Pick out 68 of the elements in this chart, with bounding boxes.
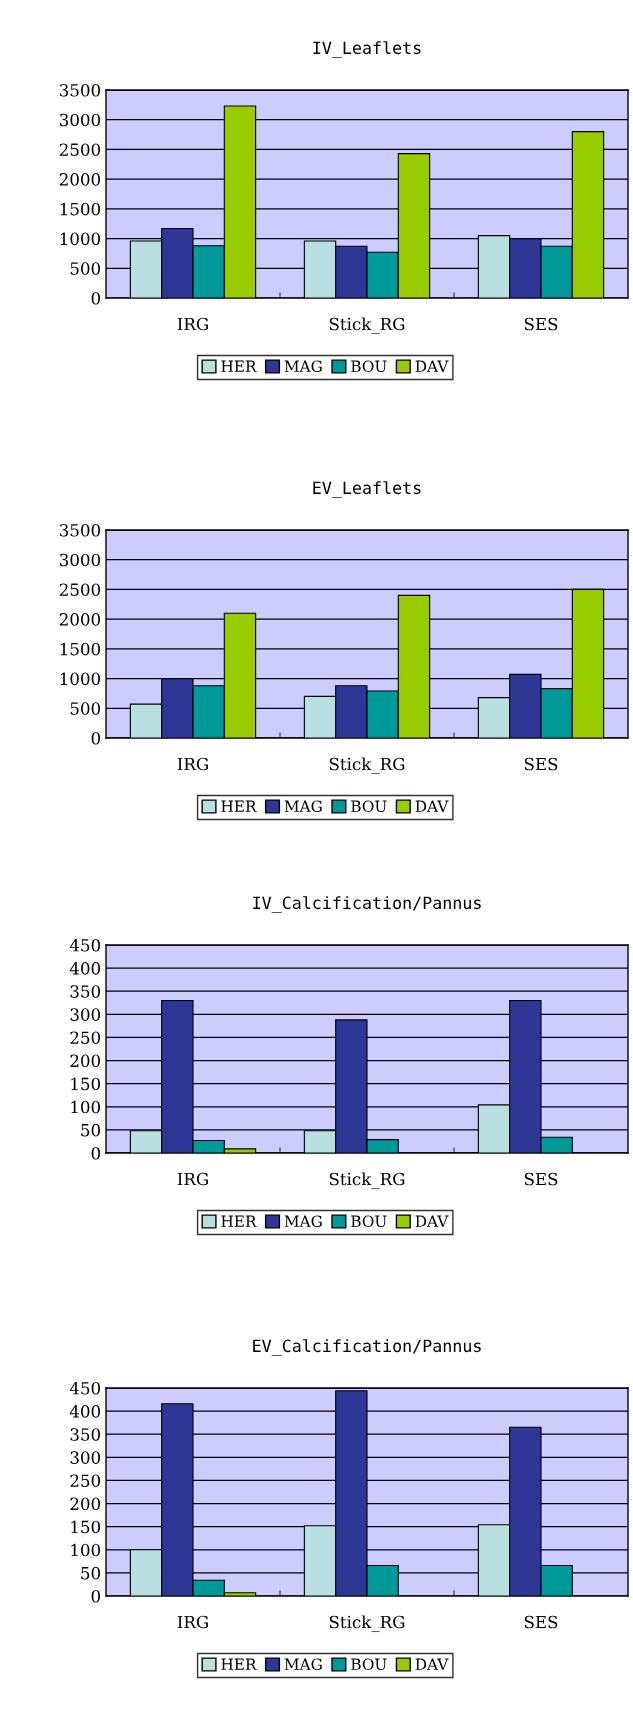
chart-title: IV_Calcification/Pannus (253, 896, 481, 913)
y-tick-label: 350 (70, 1428, 101, 1441)
legend-label: BOU (351, 800, 387, 812)
x-tick-label: SES (524, 757, 558, 771)
x-tick-label: Stick_RG (329, 1172, 405, 1190)
legend-label: BOU (351, 360, 387, 372)
legend-label: MAG (284, 1215, 322, 1227)
y-tick-label: 250 (70, 1031, 101, 1045)
y-tick-label: 3000 (59, 553, 101, 567)
legend-label: DAV (415, 360, 449, 372)
legend-label: HER (221, 360, 257, 372)
y-tick-label: 3500 (59, 83, 101, 97)
chart-title: EV_Leaflets (313, 481, 421, 498)
y-tick-label: 500 (70, 262, 101, 275)
y-tick-label: 450 (69, 1381, 101, 1395)
y-tick-label: 200 (70, 1054, 101, 1068)
legend-label: BOU (351, 1658, 387, 1670)
y-tick-label: 100 (71, 1100, 101, 1114)
chart-title: EV_Calcification/Pannus (253, 1339, 481, 1356)
y-tick-label: 250 (70, 1474, 101, 1488)
y-tick-label: 300 (70, 1008, 101, 1021)
y-tick-label: 50 (81, 1123, 101, 1137)
y-tick-label: 400 (69, 1405, 101, 1418)
x-tick-label: SES (524, 1615, 558, 1629)
y-tick-label: 150 (71, 1520, 101, 1534)
legend-label: MAG (284, 800, 322, 812)
y-tick-label: 50 (81, 1566, 101, 1580)
x-tick-label: Stick_RG (329, 317, 405, 335)
legend-label: BOU (351, 1215, 387, 1227)
legend-label: HER (221, 800, 257, 812)
y-tick-label: 400 (69, 962, 101, 975)
legend-label: MAG (284, 360, 322, 372)
legend-label: DAV (415, 1215, 449, 1227)
y-tick-label: 1000 (60, 672, 101, 686)
x-tick-label: SES (524, 1172, 558, 1186)
legend-label: HER (221, 1215, 257, 1227)
y-tick-label: 100 (71, 1543, 101, 1557)
y-tick-label: 0 (91, 1146, 101, 1160)
chart-title: IV_Leaflets (313, 41, 421, 58)
y-tick-label: 300 (70, 1451, 101, 1464)
y-tick-label: 450 (69, 938, 101, 952)
y-tick-label: 200 (70, 1497, 101, 1511)
y-tick-label: 350 (70, 985, 101, 998)
y-tick-label: 0 (91, 291, 101, 305)
y-tick-label: 2000 (59, 613, 101, 626)
x-tick-label: SES (524, 317, 558, 331)
x-tick-label: Stick_RG (329, 757, 405, 775)
legend-label: MAG (284, 1658, 322, 1670)
y-tick-label: 1500 (60, 642, 101, 656)
y-tick-label: 2500 (59, 143, 101, 156)
y-tick-label: 3500 (59, 523, 101, 537)
y-tick-label: 3000 (59, 113, 101, 127)
x-tick-label: IRG (177, 317, 208, 331)
y-tick-label: 0 (91, 1589, 101, 1603)
y-tick-label: 1500 (60, 202, 101, 216)
legend-label: DAV (415, 800, 449, 812)
y-tick-label: 1000 (60, 232, 101, 246)
y-tick-label: 2000 (59, 173, 101, 186)
y-tick-label: 2500 (59, 583, 101, 596)
y-tick-label: 500 (70, 702, 101, 715)
legend-label: HER (221, 1658, 257, 1670)
y-tick-label: 150 (71, 1077, 101, 1091)
y-tick-label: 0 (91, 731, 101, 745)
x-tick-label: Stick_RG (329, 1615, 405, 1633)
x-tick-label: IRG (177, 757, 208, 771)
legend-label: DAV (415, 1658, 449, 1670)
x-tick-label: IRG (177, 1172, 208, 1186)
x-tick-label: IRG (177, 1615, 208, 1629)
